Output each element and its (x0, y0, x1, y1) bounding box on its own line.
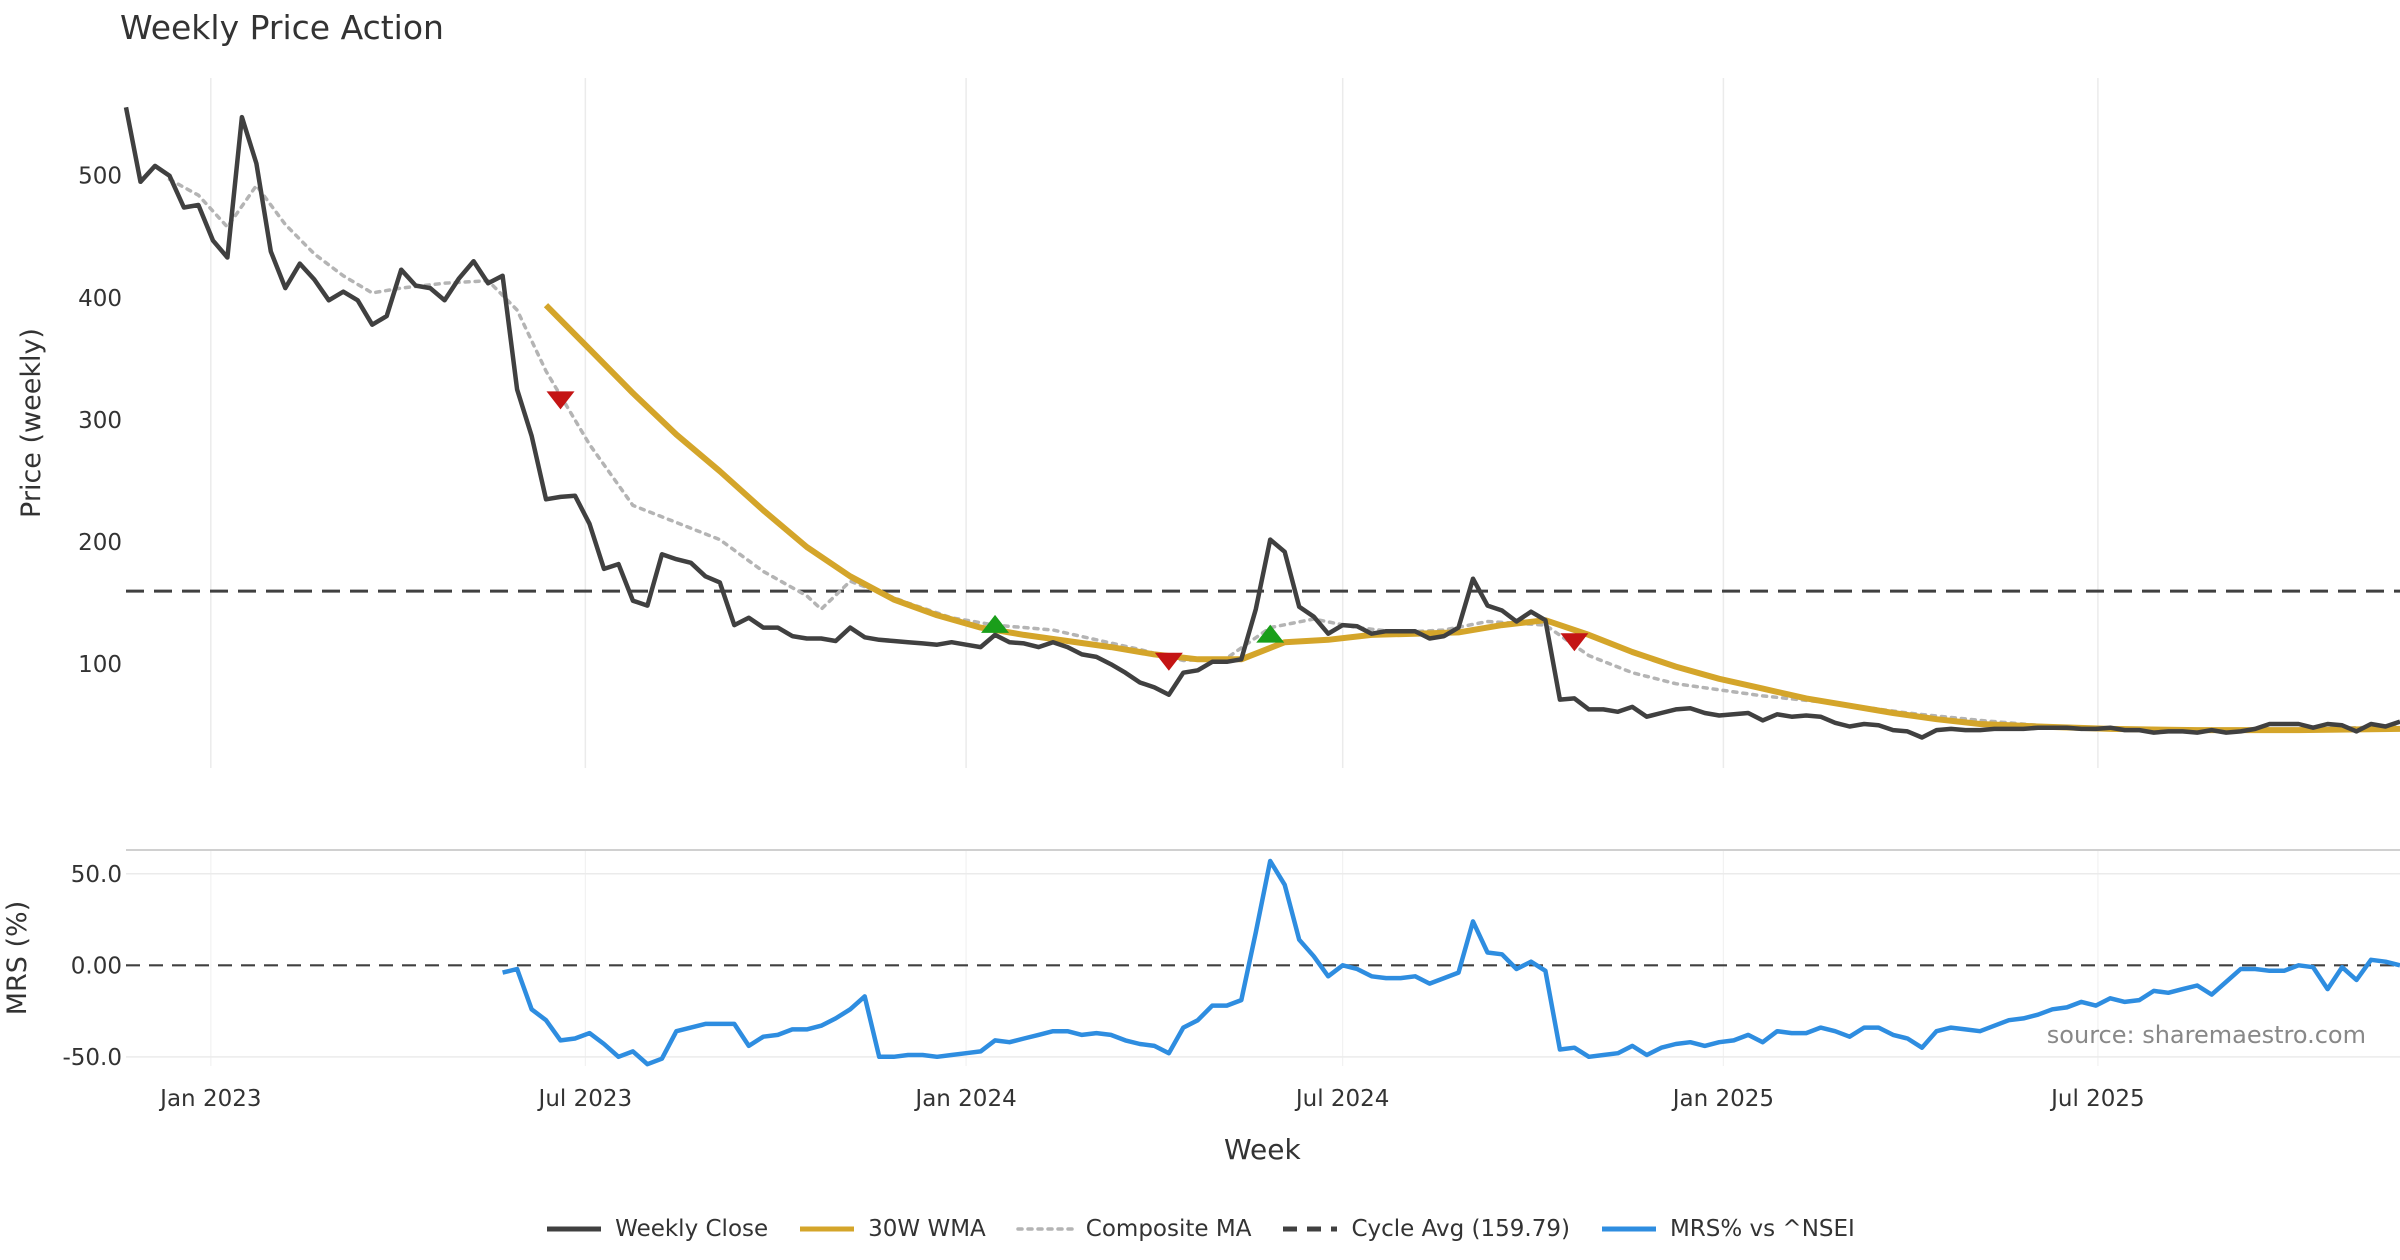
buy-signal-marker (1256, 624, 1285, 643)
legend-item: Cycle Avg (159.79) (1281, 1216, 1570, 1242)
price-y-axis-label: Price (weekly) (16, 328, 47, 518)
legend-item: 30W WMA (798, 1216, 986, 1242)
gridlines (210, 78, 2099, 1066)
sell-signal-marker (1560, 633, 1589, 652)
legend: Weekly Close 30W WMA Composite MA Cycle Avg… (0, 1212, 2400, 1246)
price-y-tick-label: 100 (78, 652, 122, 678)
buy-signal-marker (981, 614, 1010, 633)
x-tick-label: Jul 2025 (2049, 1086, 2145, 1112)
sell-signal-marker (1154, 652, 1183, 671)
signals (546, 391, 1589, 671)
x-tick-label: Jul 2024 (1294, 1086, 1390, 1112)
legend-swatch (1601, 1226, 1656, 1232)
legend-item: MRS% vs ^NSEI (1600, 1216, 1855, 1242)
x-axis-label: Week (1224, 1133, 1301, 1166)
weekly-close-line (123, 106, 2400, 740)
mrs-line (502, 858, 2400, 1067)
x-tick-label: Jan 2024 (913, 1086, 1016, 1112)
legend-label: Composite MA (1085, 1216, 1252, 1242)
sell-signal-marker (546, 391, 575, 410)
mrs-y-axis-label: MRS (%) (2, 901, 33, 1016)
source-note: source: sharemaestro.com (2046, 1021, 2366, 1049)
legend-label: Cycle Avg (159.79) (1351, 1216, 1570, 1242)
legend-item: Weekly Close (545, 1216, 768, 1242)
mrs-y-tick-label: 0.00 (71, 953, 122, 979)
x-tick-label: Jan 2025 (1671, 1086, 1774, 1112)
legend-swatch (800, 1226, 855, 1232)
legend-swatch (1016, 1227, 1074, 1231)
price-y-tick-label: 200 (78, 530, 122, 556)
price-y-tick-label: 400 (78, 286, 122, 312)
price-y-tick-label: 500 (78, 164, 122, 190)
price-y-tick-label: 300 (78, 408, 122, 434)
legend-swatch (547, 1226, 602, 1232)
mrs-y-tick-label: -50.0 (62, 1045, 122, 1071)
wma-30w-line (543, 303, 2400, 734)
legend-label: MRS% vs ^NSEI (1669, 1216, 1855, 1242)
chart-title: Weekly Price Action (120, 8, 444, 47)
mrs-y-tick-label: 50.0 (71, 862, 122, 888)
legend-item: Composite MA (1016, 1216, 1252, 1242)
legend-label: Weekly Close (615, 1216, 769, 1242)
x-tick-label: Jan 2023 (158, 1086, 261, 1112)
x-tick-label: Jul 2023 (537, 1086, 633, 1112)
price-y-axis: 100 200 300 400 500 Price (weekly) (16, 164, 122, 678)
legend-swatch (1283, 1226, 1338, 1232)
legend-label: 30W WMA (868, 1216, 986, 1242)
composite-ma-line (167, 177, 2400, 732)
